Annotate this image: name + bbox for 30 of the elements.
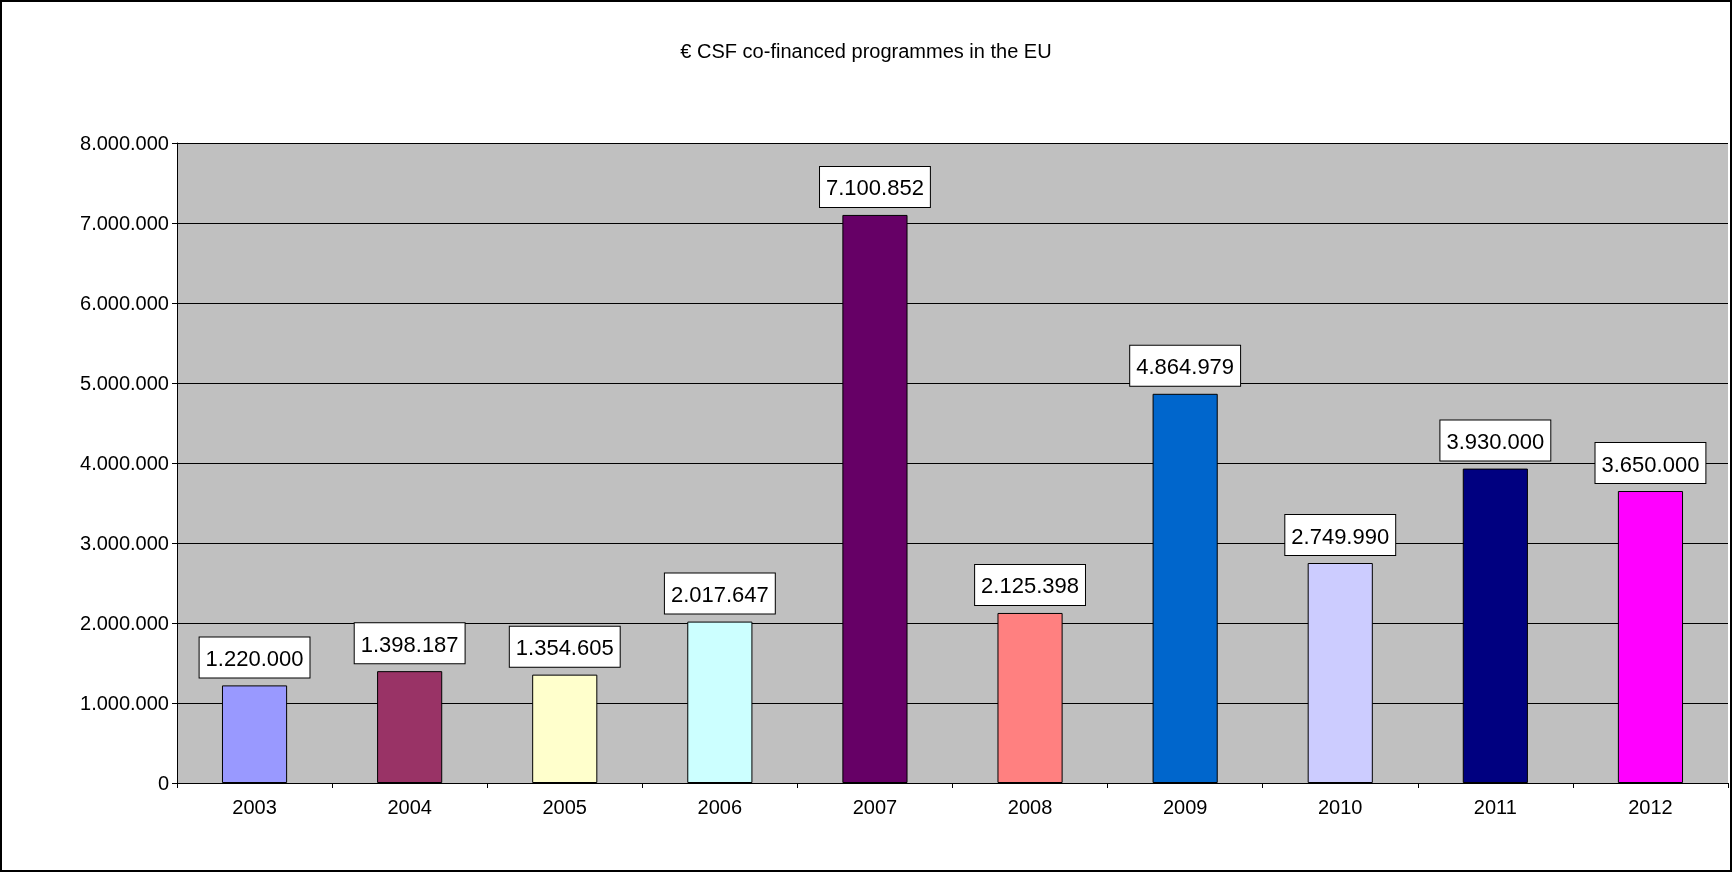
data-label: 4.864.979	[1136, 354, 1235, 380]
x-tick-label: 2011	[1473, 796, 1517, 818]
data-label: 1.398.187	[360, 631, 459, 657]
data-label: 7.100.852	[826, 175, 924, 201]
x-tick-label: 2005	[542, 796, 587, 818]
y-tick-label: 3.000.000	[80, 532, 169, 554]
x-tick-label: 2006	[697, 796, 743, 818]
x-tick-label: 2004	[387, 796, 432, 818]
x-tick-label: 2012	[1628, 796, 1673, 818]
data-label: 1.354.605	[515, 635, 614, 661]
x-tick-label: 2008	[1007, 796, 1053, 818]
y-tick-label: 7.000.000	[80, 212, 169, 234]
y-tick-label: 5.000.000	[80, 372, 169, 394]
chart-title: € CSF co-financed programmes in the EU	[680, 40, 1052, 62]
y-tick-label: 6.000.000	[80, 292, 169, 314]
data-label: 2.017.647	[670, 582, 769, 608]
x-tick-label: 2009	[1162, 796, 1208, 818]
x-tick-label: 2003	[232, 796, 277, 818]
data-label: 3.650.000	[1601, 451, 1700, 477]
y-tick-label: 8.000.000	[80, 132, 169, 154]
y-tick-label: 0	[157, 772, 169, 794]
y-tick-label: 2.000.000	[80, 612, 169, 634]
y-tick-label: 4.000.000	[80, 452, 169, 474]
data-label: 1.220.000	[205, 645, 304, 671]
data-label: 3.930.000	[1446, 429, 1545, 455]
x-tick-label: 2007	[852, 796, 898, 818]
data-label: 2.749.990	[1291, 523, 1390, 549]
y-tick-label: 1.000.000	[80, 692, 169, 714]
data-label: 2.125.398	[981, 573, 1079, 599]
x-tick-label: 2010	[1318, 796, 1363, 818]
